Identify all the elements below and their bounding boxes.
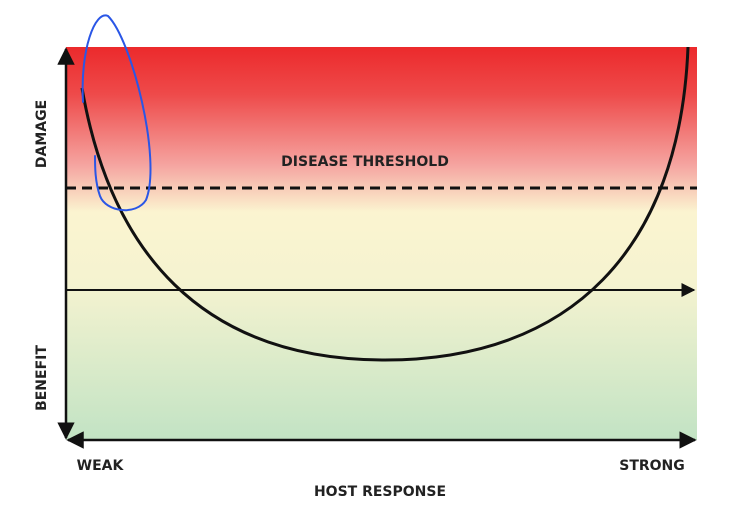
y-bottom-label: BENEFIT [34, 345, 50, 411]
background-gradient [66, 47, 697, 440]
x-right-label: STRONG [619, 458, 685, 474]
threshold-label: DISEASE THRESHOLD [281, 154, 449, 170]
y-top-label: DAMAGE [34, 100, 50, 168]
x-title: HOST RESPONSE [314, 484, 446, 500]
x-left-label: WEAK [77, 458, 125, 474]
response-curve [80, 46, 690, 362]
hand-annotation [81, 14, 152, 212]
